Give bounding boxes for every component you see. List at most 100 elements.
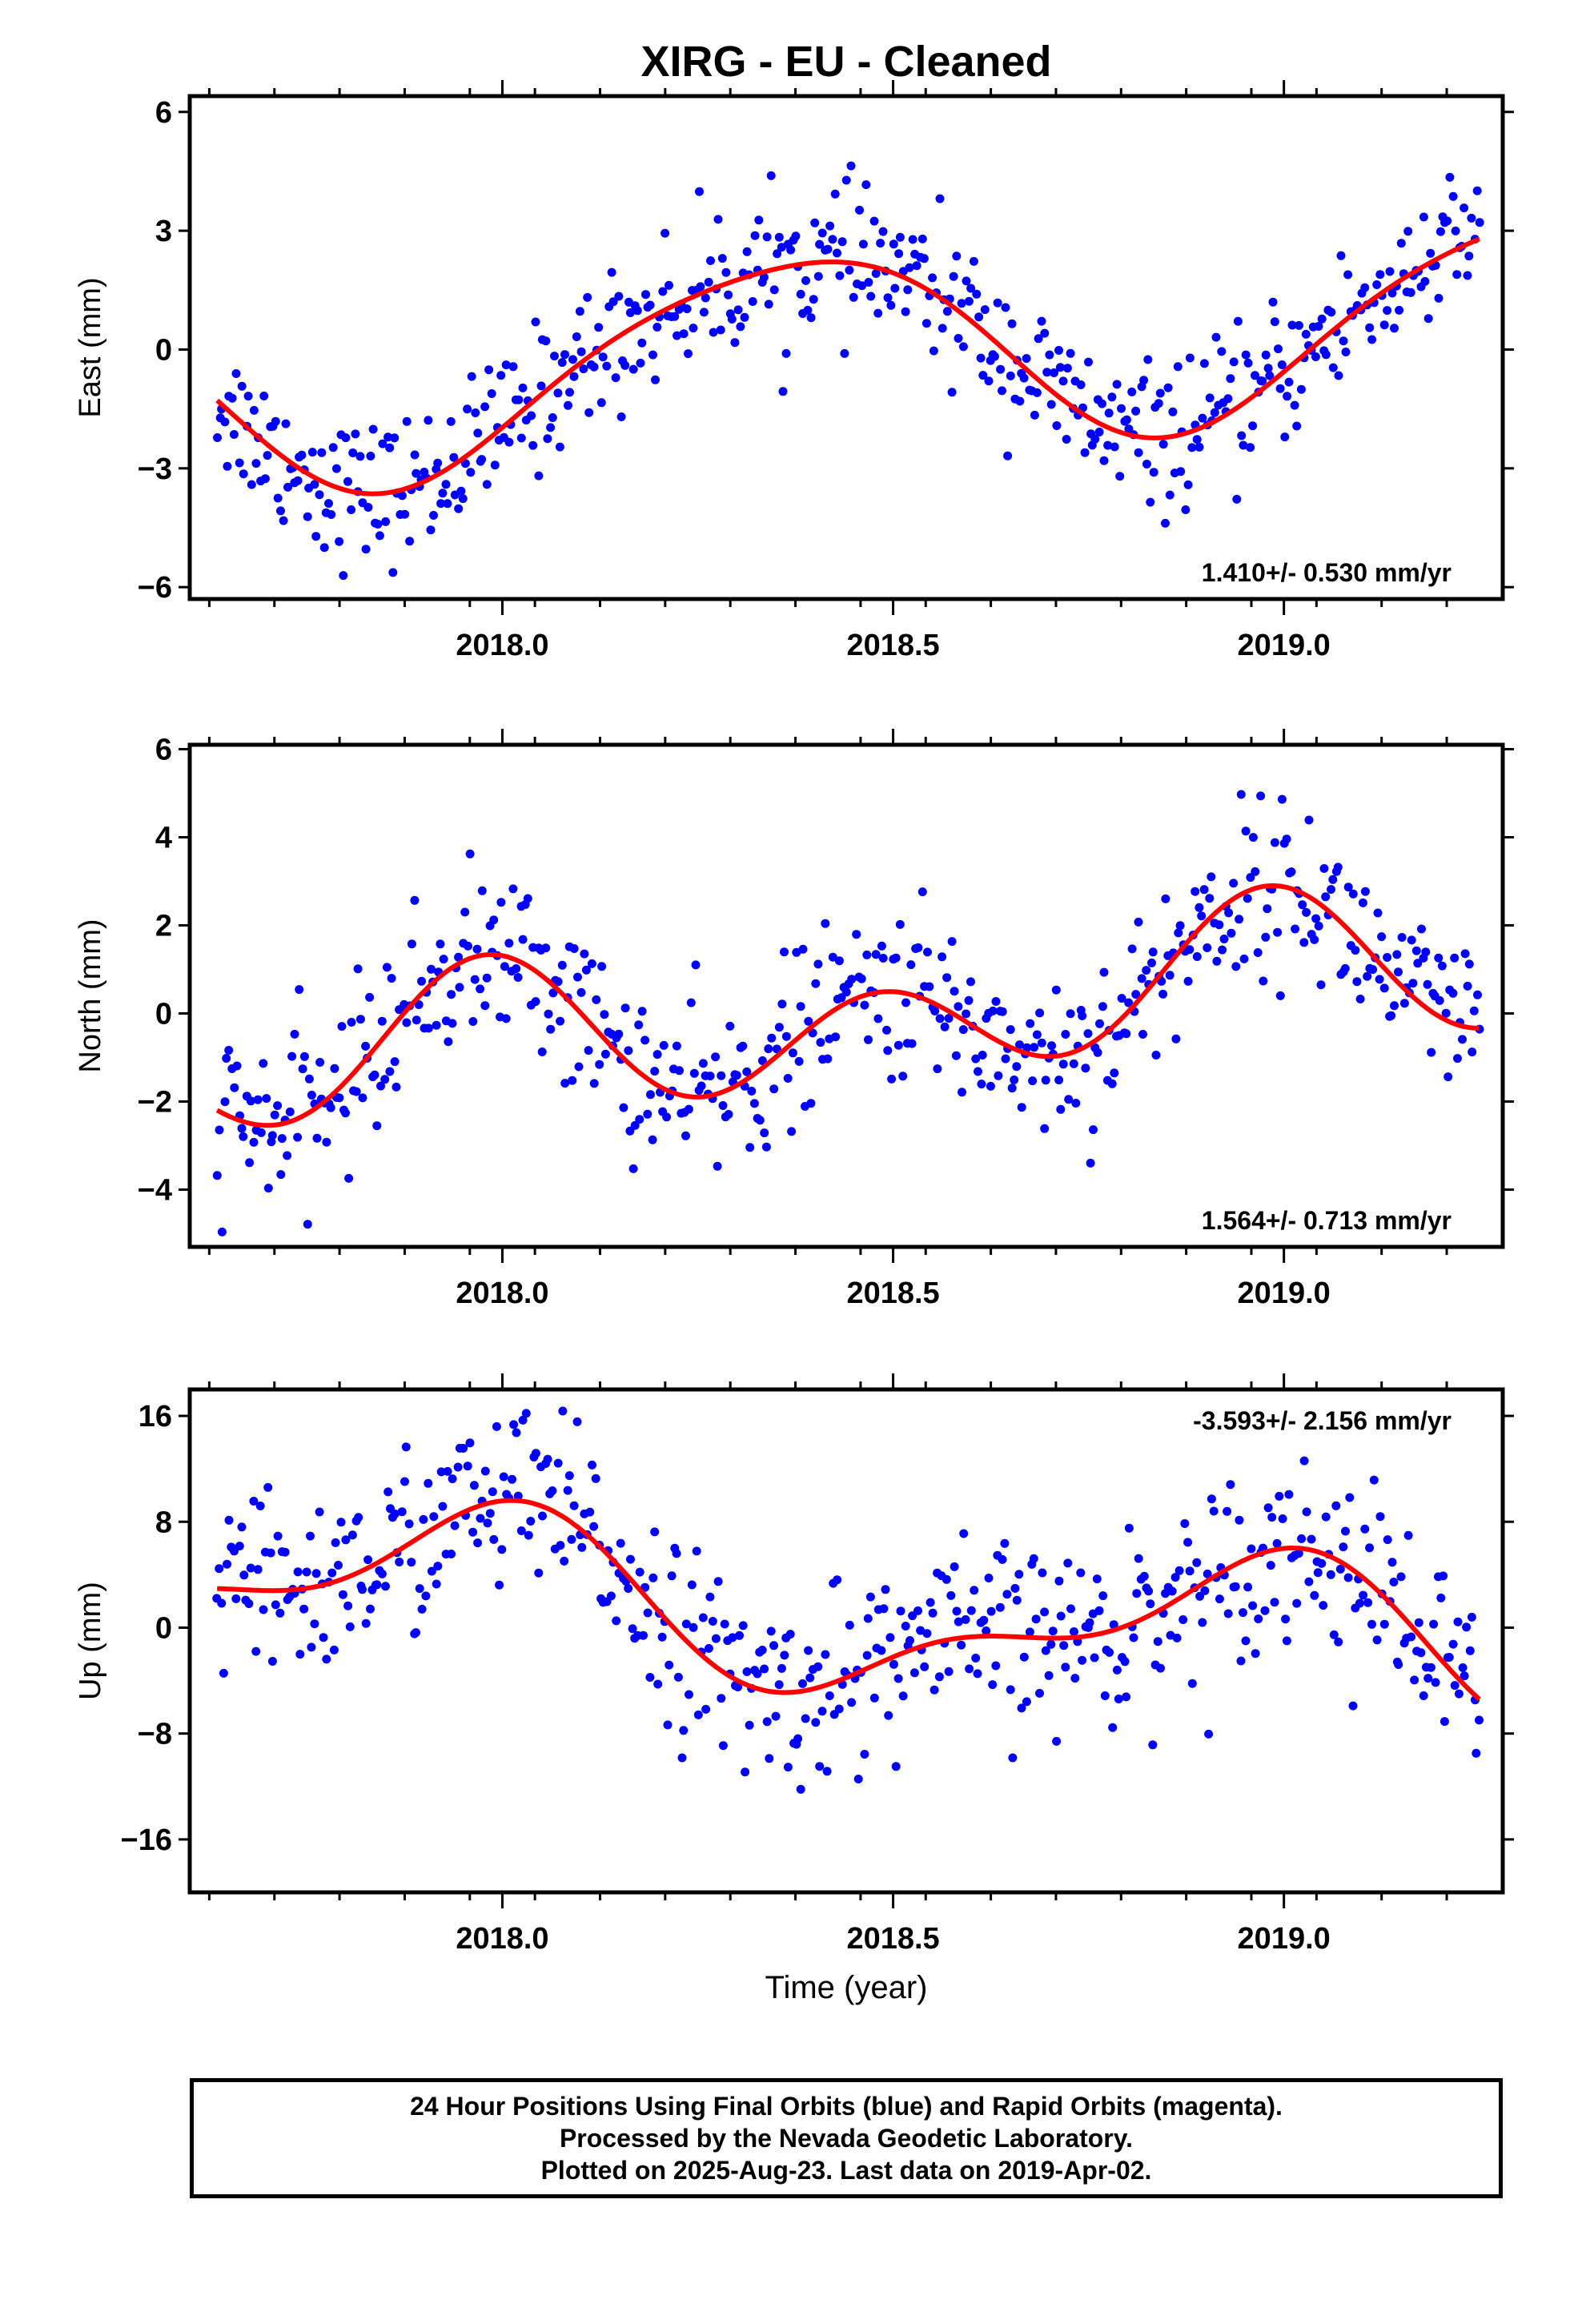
- data-point: [557, 358, 567, 368]
- data-point: [893, 1674, 903, 1683]
- data-point: [259, 1059, 268, 1068]
- data-point: [637, 338, 647, 348]
- data-point: [584, 1046, 593, 1055]
- data-point: [443, 1466, 452, 1476]
- data-point: [1022, 1043, 1032, 1052]
- data-point: [1241, 1636, 1251, 1646]
- data-point: [1007, 319, 1017, 328]
- data-point: [490, 460, 500, 470]
- data-point: [1413, 959, 1423, 968]
- data-point: [1217, 347, 1227, 356]
- data-point: [1146, 497, 1155, 507]
- data-point: [1365, 323, 1375, 332]
- data-point: [1019, 1652, 1029, 1662]
- data-point: [1270, 1598, 1279, 1607]
- data-point: [417, 976, 426, 986]
- data-point: [1299, 938, 1309, 947]
- data-point: [558, 1406, 568, 1416]
- data-point: [781, 1031, 791, 1041]
- data-point: [1007, 1084, 1017, 1093]
- data-point: [805, 1673, 815, 1683]
- data-point: [1236, 1656, 1246, 1666]
- data-point: [762, 232, 772, 242]
- data-point: [1473, 990, 1482, 999]
- data-point: [1019, 373, 1029, 383]
- data-point: [1122, 415, 1131, 424]
- data-point: [966, 977, 975, 987]
- data-point: [438, 1502, 448, 1511]
- data-point: [760, 1664, 769, 1674]
- data-point: [273, 493, 283, 503]
- data-point: [947, 937, 957, 947]
- data-point: [267, 1131, 277, 1140]
- data-point: [620, 1003, 630, 1013]
- data-point: [891, 953, 901, 963]
- data-point: [602, 361, 612, 371]
- data-point: [485, 1509, 495, 1518]
- data-point: [1231, 962, 1241, 971]
- data-point: [986, 1081, 995, 1091]
- data-point: [1254, 1614, 1263, 1623]
- y-tick-label: 0: [155, 998, 172, 1031]
- data-point: [259, 392, 269, 400]
- data-point: [778, 387, 788, 396]
- data-point: [1458, 1035, 1467, 1044]
- data-point: [521, 1409, 531, 1418]
- chart-title: XIRG - EU - Cleaned: [640, 38, 1051, 86]
- data-point: [988, 1680, 998, 1690]
- data-point: [828, 952, 837, 962]
- data-point: [806, 313, 816, 323]
- data-point: [616, 1538, 625, 1548]
- data-point: [1327, 308, 1336, 317]
- data-point: [1390, 1001, 1399, 1011]
- data-point: [1403, 227, 1413, 236]
- data-point: [1168, 407, 1178, 416]
- data-point: [717, 1694, 726, 1703]
- data-point: [877, 941, 886, 951]
- data-point: [1427, 1047, 1436, 1057]
- y-tick-label: −6: [138, 571, 172, 605]
- data-point: [965, 1664, 974, 1674]
- data-point: [830, 189, 840, 199]
- data-point: [1198, 413, 1207, 423]
- data-point: [315, 490, 324, 500]
- data-point: [1137, 974, 1146, 983]
- data-point: [1076, 380, 1086, 389]
- data-point: [1110, 1068, 1119, 1078]
- data-point: [467, 372, 476, 381]
- data-point: [628, 1624, 637, 1634]
- data-point: [1134, 917, 1143, 927]
- y-tick-label: 8: [155, 1506, 172, 1539]
- data-point: [1132, 1589, 1142, 1598]
- data-point: [1263, 904, 1272, 914]
- data-point: [1105, 1647, 1114, 1657]
- data-point: [1161, 894, 1170, 903]
- data-point: [1375, 270, 1385, 279]
- data-point: [553, 388, 563, 398]
- data-point: [1014, 1570, 1024, 1579]
- data-point: [865, 1592, 875, 1602]
- data-point: [946, 1590, 956, 1600]
- data-point: [1236, 790, 1246, 799]
- data-point: [896, 1606, 905, 1616]
- data-point: [482, 973, 492, 983]
- data-point: [745, 1720, 754, 1730]
- data-point: [1199, 359, 1209, 368]
- data-point: [407, 939, 416, 949]
- data-point: [436, 499, 446, 509]
- data-point: [1229, 879, 1239, 888]
- data-point: [1383, 1535, 1392, 1545]
- data-point: [1212, 956, 1222, 966]
- data-point: [648, 1135, 657, 1144]
- data-point: [1001, 303, 1010, 312]
- y-tick-label: −16: [121, 1823, 172, 1857]
- data-point: [327, 510, 336, 519]
- data-point: [343, 476, 352, 486]
- data-point: [1259, 976, 1268, 986]
- data-point: [1319, 1601, 1328, 1610]
- data-point: [1207, 1494, 1216, 1504]
- data-point: [290, 1029, 299, 1039]
- data-point: [215, 1125, 224, 1135]
- data-point: [1292, 1598, 1302, 1608]
- data-point: [512, 964, 521, 973]
